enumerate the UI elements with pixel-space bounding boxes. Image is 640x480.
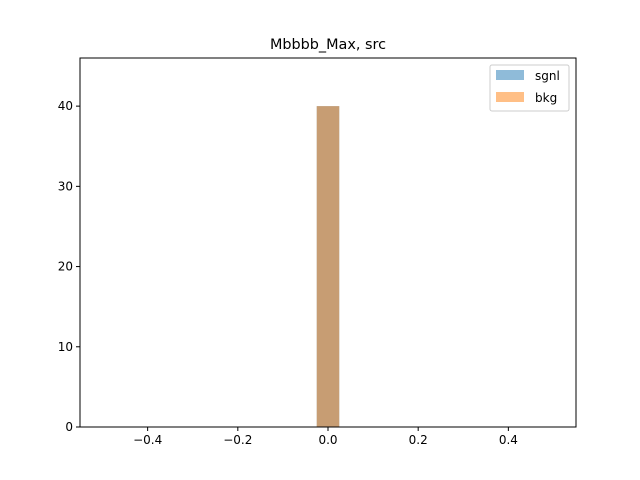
y-axis-ticks: 0 10 20 30 40	[58, 99, 80, 434]
x-tick-label: −0.2	[223, 433, 252, 447]
x-tick-label: 0.0	[318, 433, 337, 447]
y-tick-label: 20	[58, 260, 73, 274]
y-tick-label: 40	[58, 99, 73, 113]
y-tick-label: 10	[58, 340, 73, 354]
y-tick-label: 30	[58, 179, 73, 193]
x-tick-label: 0.4	[499, 433, 518, 447]
legend-swatch-bkg	[496, 92, 524, 102]
legend-label-bkg: bkg	[535, 91, 557, 105]
y-tick-label: 0	[65, 420, 73, 434]
x-tick-label: −0.4	[133, 433, 162, 447]
x-tick-label: 0.2	[409, 433, 428, 447]
bar-bkg	[316, 106, 340, 427]
legend: sgnl bkg	[489, 64, 570, 112]
legend-label-sgnl: sgnl	[535, 69, 560, 83]
chart-title: Mbbbb_Max, src	[270, 37, 386, 53]
x-axis-ticks: −0.4 −0.2 0.0 0.2 0.4	[133, 427, 518, 447]
bars-layer	[316, 106, 340, 427]
legend-swatch-sgnl	[496, 70, 524, 80]
